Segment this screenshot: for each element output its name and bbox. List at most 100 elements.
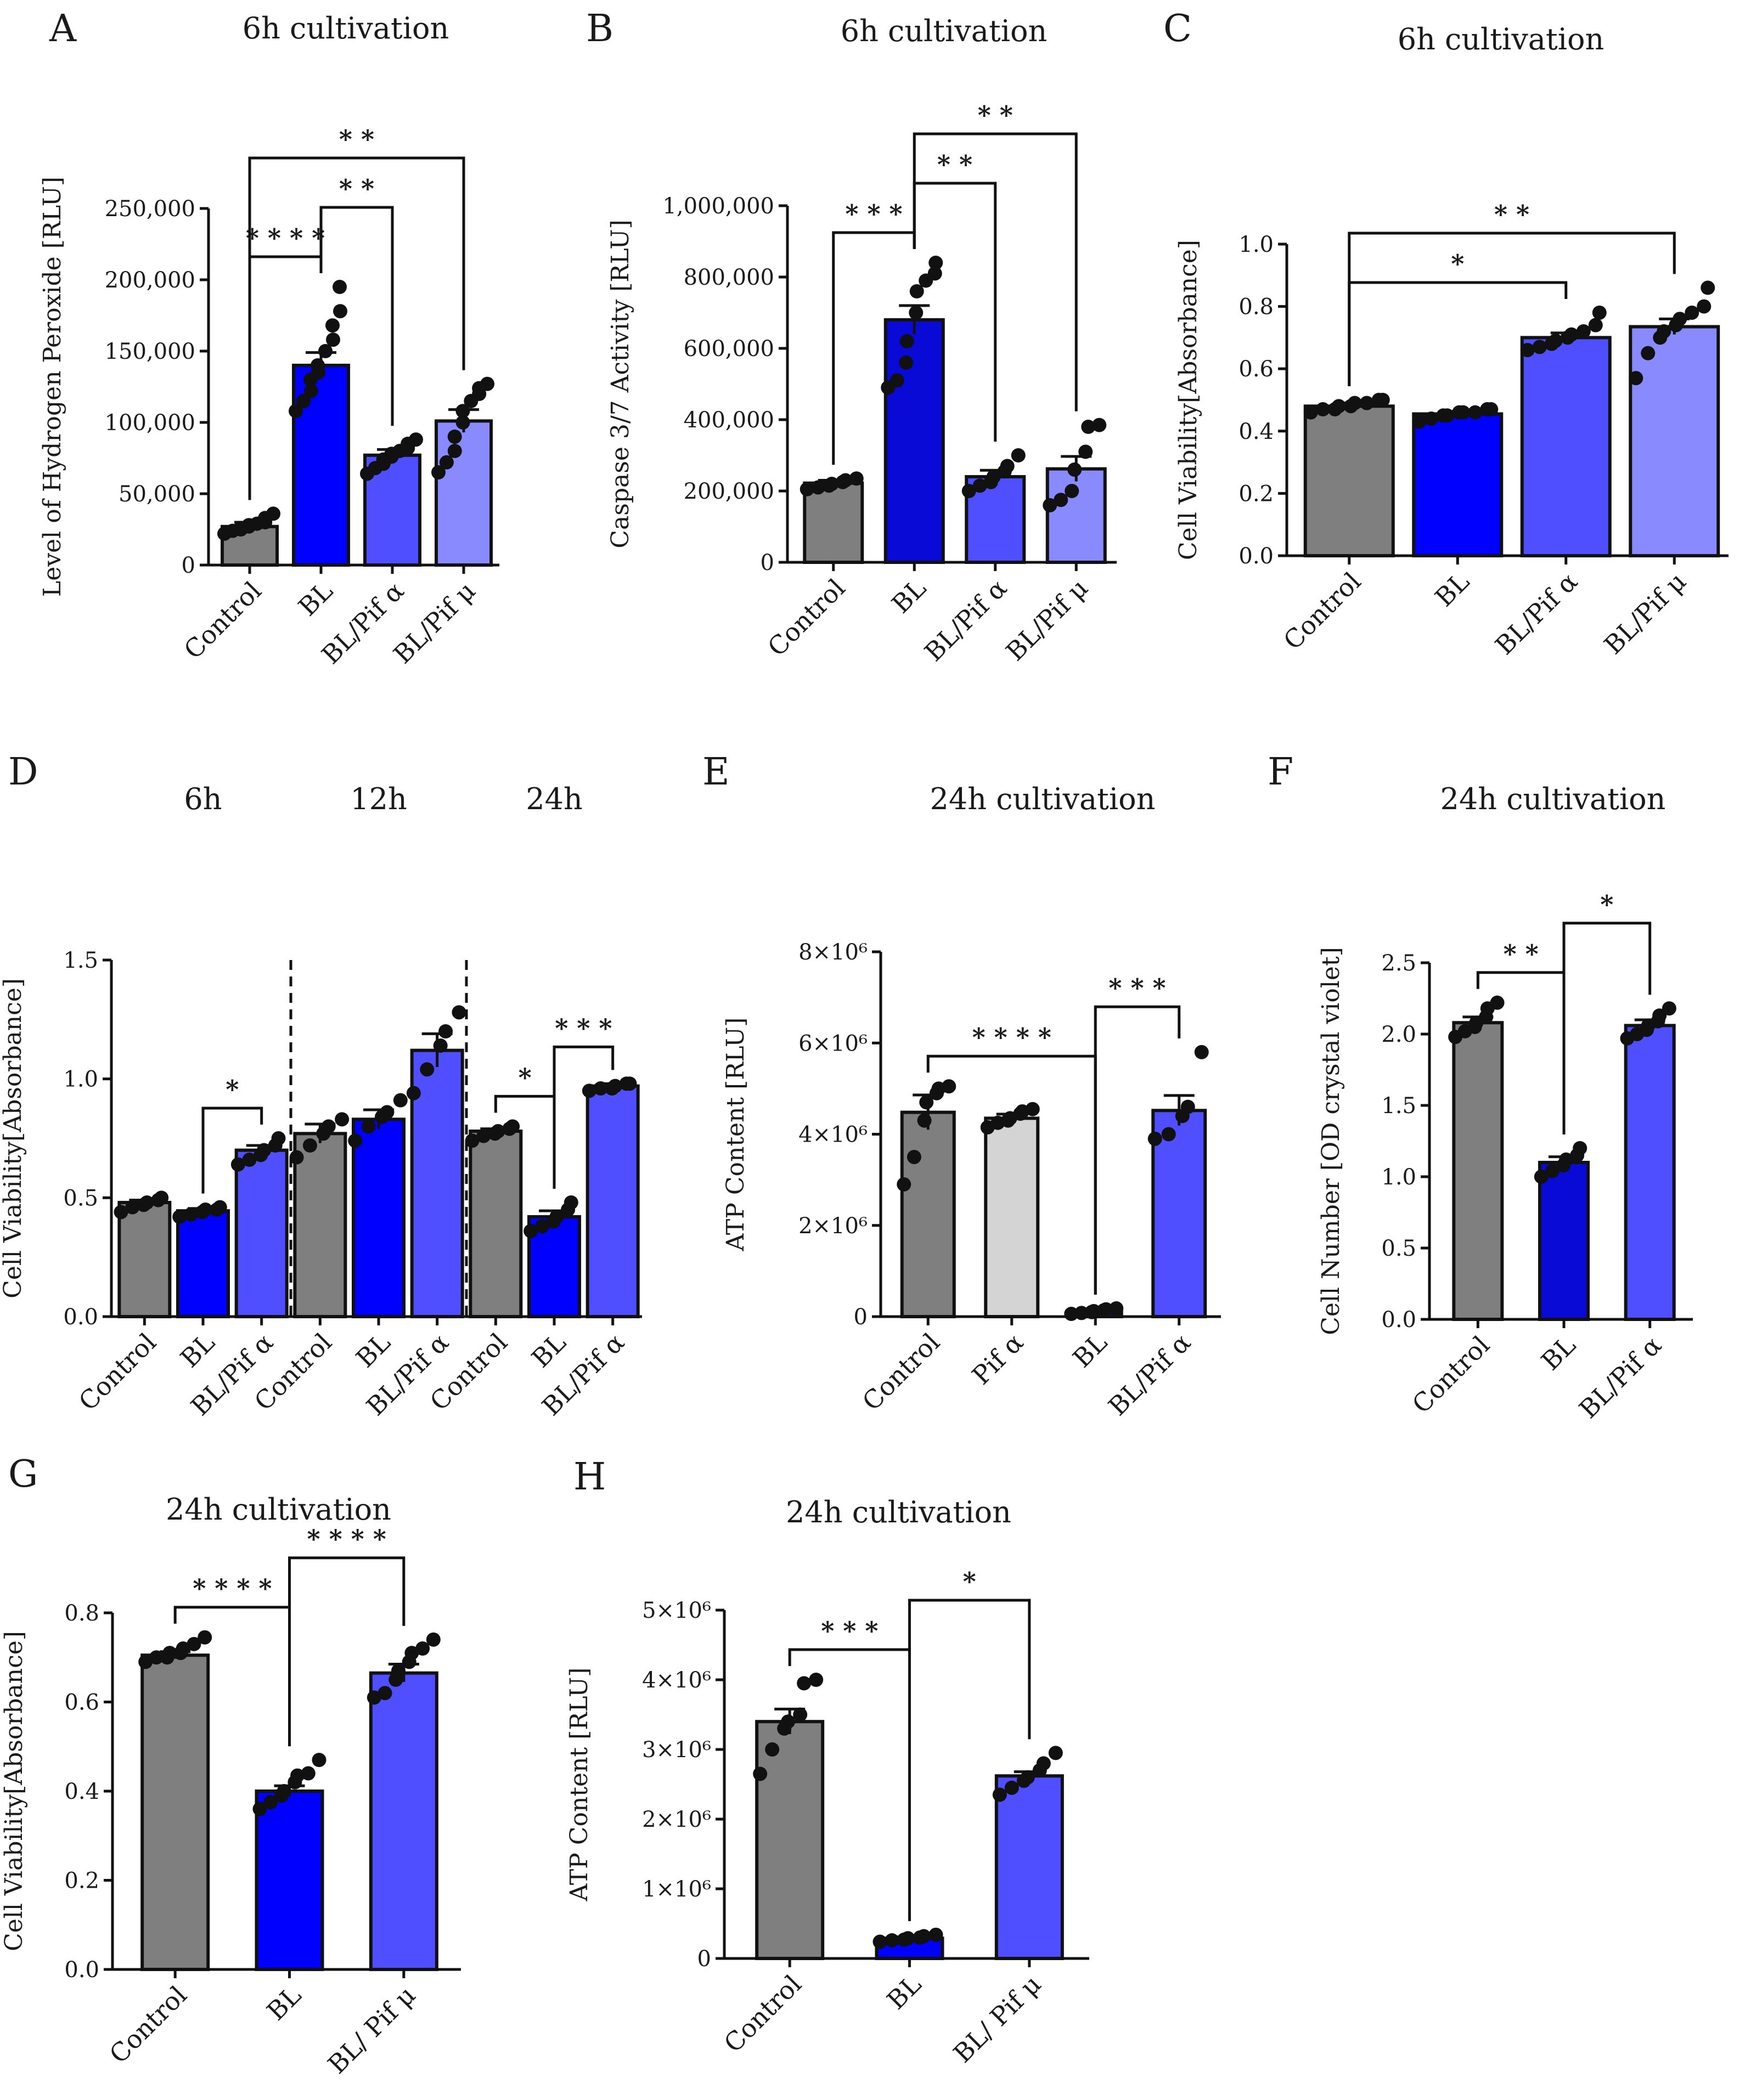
data-point bbox=[154, 1190, 169, 1205]
data-point bbox=[138, 1655, 153, 1669]
significance-label: * * * * bbox=[307, 1525, 386, 1554]
category-label: Control bbox=[1277, 567, 1366, 656]
bar bbox=[369, 1671, 438, 1971]
data-point bbox=[872, 1934, 887, 1949]
data-point bbox=[928, 256, 943, 270]
significance-label: * * * bbox=[1108, 973, 1166, 1003]
data-point bbox=[321, 1119, 336, 1134]
y-tick-label: 0.0 bbox=[1381, 1307, 1416, 1333]
data-point bbox=[187, 1636, 201, 1651]
significance-label: * * bbox=[339, 174, 374, 204]
data-point bbox=[1532, 340, 1547, 354]
panel-letter: C bbox=[1163, 7, 1192, 50]
data-point bbox=[433, 1038, 448, 1053]
y-tick-label: 0.8 bbox=[64, 1601, 99, 1626]
panel-letter: B bbox=[586, 7, 613, 50]
data-point bbox=[318, 344, 333, 358]
bar bbox=[900, 1110, 956, 1318]
y-tick-label: 0.6 bbox=[1239, 357, 1274, 382]
data-point bbox=[367, 1690, 381, 1705]
data-point bbox=[326, 332, 340, 347]
bar bbox=[755, 1720, 825, 1960]
significance-label: * * * * bbox=[972, 1023, 1051, 1052]
data-point bbox=[1087, 1304, 1101, 1319]
category-label: BL/Pif α bbox=[1489, 567, 1583, 661]
data-point bbox=[391, 1663, 406, 1678]
y-tick-label: 0.5 bbox=[63, 1186, 98, 1211]
data-point bbox=[1074, 1306, 1089, 1320]
category-label: BL bbox=[1067, 1328, 1113, 1374]
data-point bbox=[1573, 1141, 1588, 1155]
data-point bbox=[1065, 484, 1079, 498]
data-point bbox=[1303, 405, 1318, 420]
category-label: BL bbox=[1429, 567, 1475, 613]
data-point bbox=[1331, 399, 1346, 414]
data-point bbox=[608, 1079, 623, 1093]
data-point bbox=[438, 1024, 453, 1038]
data-point bbox=[1576, 324, 1591, 339]
category-label: BL/Pif μ bbox=[1000, 573, 1094, 667]
y-tick-label: 200,000 bbox=[684, 479, 774, 504]
category-label: Control bbox=[1406, 1330, 1495, 1419]
category-label: BL/Pif μ bbox=[1598, 567, 1692, 660]
y-tick-label: 50,000 bbox=[119, 482, 195, 507]
data-point bbox=[909, 306, 924, 320]
data-point bbox=[380, 1105, 395, 1120]
bar bbox=[293, 1132, 347, 1318]
category-label: Control bbox=[718, 1969, 807, 2058]
y-tick-label: 3×10⁶ bbox=[642, 1737, 711, 1763]
data-point bbox=[1054, 493, 1068, 507]
panel-letter: E bbox=[702, 750, 730, 794]
y-tick-label: 5×10⁶ bbox=[642, 1598, 711, 1623]
data-point bbox=[176, 1641, 190, 1656]
data-point bbox=[125, 1200, 140, 1215]
data-point bbox=[230, 1157, 245, 1172]
bar bbox=[1045, 467, 1107, 564]
bar bbox=[1538, 1161, 1590, 1321]
data-point bbox=[1629, 371, 1643, 386]
data-point bbox=[296, 394, 311, 408]
data-point bbox=[1347, 396, 1362, 410]
category-label: BL bbox=[881, 1969, 927, 2016]
data-point bbox=[325, 318, 340, 333]
y-tick-label: 800,000 bbox=[684, 265, 774, 290]
data-point bbox=[271, 1131, 286, 1145]
category-label: BL/ Pif μ bbox=[322, 1980, 421, 2080]
data-point bbox=[348, 1133, 363, 1148]
category-label: BL/ Pif μ bbox=[948, 1969, 1047, 2069]
data-point bbox=[899, 334, 914, 348]
significance-label: * * bbox=[1504, 939, 1539, 969]
data-point bbox=[1641, 346, 1656, 360]
data-point bbox=[183, 1207, 198, 1222]
data-point bbox=[849, 471, 864, 486]
y-tick-label: 0 bbox=[697, 1946, 711, 1972]
significance-label: * bbox=[226, 1075, 239, 1104]
data-point bbox=[549, 1210, 564, 1224]
y-tick-label: 0.8 bbox=[1239, 295, 1274, 320]
significance-bracket bbox=[319, 206, 394, 426]
data-point bbox=[1588, 318, 1603, 332]
data-point bbox=[534, 1219, 549, 1234]
data-point bbox=[1000, 459, 1015, 473]
bar bbox=[1624, 1024, 1676, 1321]
data-point bbox=[1440, 408, 1455, 423]
data-point bbox=[172, 1210, 187, 1224]
data-point bbox=[312, 1753, 326, 1768]
y-tick-label: 400,000 bbox=[684, 408, 774, 433]
panel-title: 6h cultivation bbox=[243, 11, 449, 46]
data-point bbox=[333, 280, 347, 294]
bar bbox=[117, 1201, 172, 1318]
significance-bracket bbox=[288, 1556, 406, 1747]
data-point bbox=[523, 1224, 538, 1238]
data-point bbox=[810, 480, 825, 495]
y-tick-label: 1,000,000 bbox=[662, 194, 774, 219]
data-point bbox=[1697, 299, 1712, 314]
data-point bbox=[290, 1768, 305, 1783]
data-point bbox=[139, 1195, 154, 1210]
data-point bbox=[1036, 1756, 1051, 1771]
data-point bbox=[1520, 343, 1535, 358]
data-point bbox=[465, 1133, 480, 1148]
significance-bracket bbox=[248, 156, 465, 500]
data-point bbox=[1592, 305, 1607, 320]
data-point bbox=[1701, 280, 1715, 295]
